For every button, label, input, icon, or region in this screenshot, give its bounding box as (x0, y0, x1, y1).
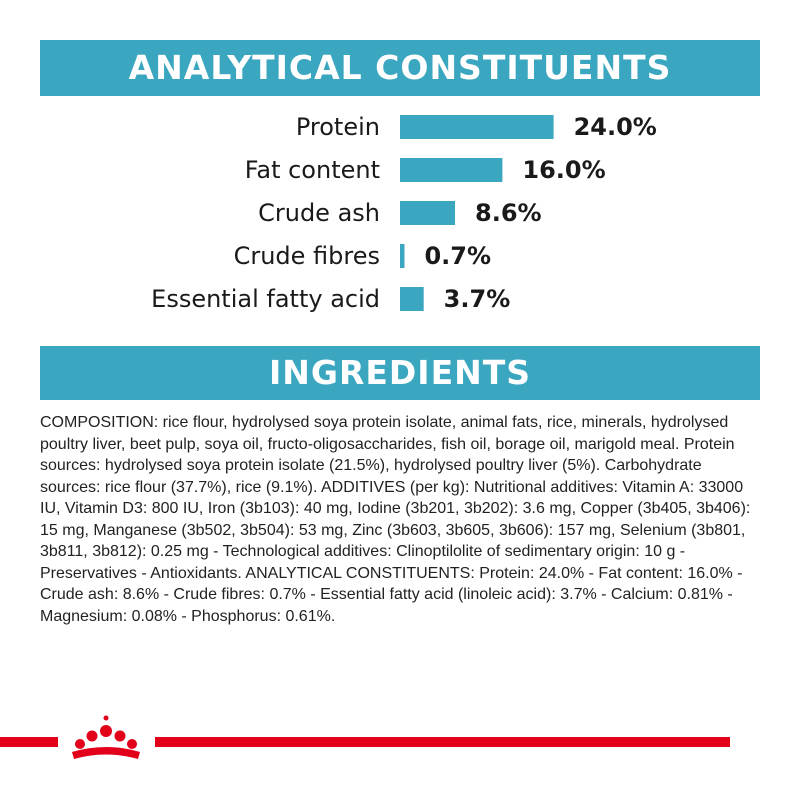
bar (400, 244, 405, 268)
crown-icon (72, 715, 140, 759)
brand-footer (0, 715, 730, 759)
ingredients-header: INGREDIENTS (40, 346, 760, 400)
category-label: Protein (296, 113, 380, 141)
analytical-constituents-chart: Protein 24.0% Fat content 16.0% Crude ash 8.6… (151, 113, 657, 313)
footer-left-stripe (0, 737, 58, 747)
bar (400, 158, 503, 182)
analytical-constituents-header: ANALYTICAL CONSTITUENTS (40, 40, 760, 96)
footer-right-stripe (155, 737, 730, 747)
value-label: 16.0% (522, 156, 605, 184)
bar (400, 115, 554, 139)
value-label: 8.6% (475, 199, 542, 227)
ingredients-text: COMPOSITION: rice flour, hydrolysed soya… (40, 414, 751, 625)
category-label: Crude ash (258, 199, 380, 227)
category-label: Crude fibres (234, 242, 380, 270)
value-label: 24.0% (574, 113, 657, 141)
bar (400, 201, 456, 225)
value-label: 3.7% (444, 285, 511, 313)
value-label: 0.7% (424, 242, 491, 270)
category-label: Essential fatty acid (151, 285, 380, 313)
bar (400, 287, 424, 311)
category-label: Fat content (245, 156, 380, 184)
